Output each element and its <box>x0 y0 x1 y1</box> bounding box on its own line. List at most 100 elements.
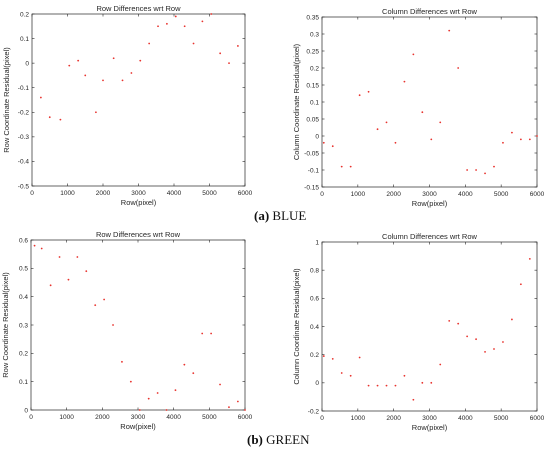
data-point <box>358 94 361 97</box>
x-tick-label: 3000 <box>422 191 437 198</box>
data-point <box>430 138 433 141</box>
chart-4: Column Differences wrt Row 0 1000 2000 3000 4… <box>292 232 545 432</box>
x-tick-label: 4000 <box>167 190 182 197</box>
data-point <box>68 64 71 67</box>
x-tick-label: 2000 <box>386 191 401 198</box>
data-point <box>358 356 361 359</box>
data-point <box>511 318 513 321</box>
data-point <box>536 135 538 137</box>
data-point <box>121 79 124 82</box>
data-point <box>148 42 151 45</box>
y-tick-label: 0.35 <box>306 14 319 21</box>
data-point <box>493 165 495 168</box>
data-point <box>349 165 352 168</box>
data-point <box>130 72 133 74</box>
x-tick-label: 3000 <box>422 415 437 422</box>
x-axis-label: Row(pixel) <box>412 423 448 432</box>
data-point <box>340 165 343 168</box>
data-point <box>493 348 495 350</box>
chart-3: Row Differences wrt Row 0 1000 2000 3000 4000… <box>1 230 253 431</box>
y-tick-label: 0.4 <box>310 324 319 331</box>
caption-blue: (a) BLUE <box>254 208 306 224</box>
data-point <box>39 96 42 99</box>
x-tick-label: 3000 <box>131 190 146 197</box>
y-tick-label: 0.1 <box>20 36 29 43</box>
data-point <box>475 169 477 171</box>
data-point <box>403 374 406 377</box>
x-tick-label: 5000 <box>202 414 217 421</box>
data-point <box>210 13 213 15</box>
data-point <box>331 145 334 148</box>
data-point <box>528 138 531 141</box>
y-axis-label: Row Coordinate Residual(pixel) <box>2 47 11 153</box>
data-point <box>192 42 195 45</box>
y-tick-label: 0.3 <box>19 322 28 329</box>
data-point <box>394 384 397 387</box>
data-point <box>376 128 379 131</box>
data-point <box>201 20 204 23</box>
data-point <box>174 389 177 392</box>
chart-title: Column Differences wrt Row <box>382 232 477 241</box>
data-point <box>457 322 460 325</box>
y-tick-label: -0.4 <box>18 159 30 166</box>
data-point <box>237 45 239 47</box>
data-point <box>519 283 522 286</box>
data-point <box>219 52 222 55</box>
y-tick-label: 0.25 <box>306 48 319 55</box>
data-point <box>157 25 159 28</box>
data-point <box>165 409 168 411</box>
y-tick-label: 0.5 <box>19 266 28 273</box>
x-axis-label: Row(pixel) <box>121 198 157 207</box>
caption-blue-letter: (a) <box>254 208 270 223</box>
data-point <box>201 332 204 335</box>
x-tick-label: 3000 <box>131 414 146 421</box>
y-tick-label: -0.5 <box>18 183 30 190</box>
y-tick-label: -0.15 <box>304 184 319 191</box>
x-tick-label: 6000 <box>530 191 545 198</box>
data-point <box>228 406 230 409</box>
y-tick-label: 0.2 <box>310 65 319 72</box>
data-point <box>519 138 522 141</box>
data-point <box>322 141 325 144</box>
y-tick-label: 0.2 <box>20 11 29 18</box>
caption-green: (b) GREEN <box>247 432 309 448</box>
data-point <box>40 247 43 250</box>
y-tick-label: -0.2 <box>18 110 30 117</box>
x-tick-label: 0 <box>320 191 324 198</box>
x-tick-label: 0 <box>30 190 34 197</box>
data-point <box>412 53 415 56</box>
data-point <box>528 258 531 260</box>
data-point <box>403 80 406 83</box>
x-tick-label: 2000 <box>96 190 111 197</box>
y-tick-label: 0.2 <box>310 352 319 359</box>
data-point <box>448 29 451 32</box>
y-tick-label: -0.05 <box>304 150 319 157</box>
data-point <box>156 392 159 394</box>
y-tick-label: 0 <box>315 133 319 140</box>
y-tick-label: 0 <box>24 407 28 414</box>
data-point <box>49 284 52 287</box>
y-tick-label: -0.1 <box>308 167 320 174</box>
data-point <box>236 400 239 403</box>
data-point <box>58 256 61 258</box>
data-point <box>475 338 477 341</box>
y-tick-label: 0.4 <box>19 294 28 301</box>
data-point <box>183 25 186 28</box>
data-point <box>85 270 88 273</box>
data-point <box>376 384 379 387</box>
data-point <box>138 409 141 411</box>
x-tick-label: 4000 <box>458 415 473 422</box>
plot-frame <box>321 241 538 412</box>
y-tick-label: 0.05 <box>306 116 319 123</box>
y-tick-label: 0.6 <box>19 237 28 244</box>
y-tick-label: -0.2 <box>308 408 320 415</box>
caption-green-text: GREEN <box>266 432 310 447</box>
data-point <box>192 372 195 375</box>
data-point <box>77 59 80 62</box>
x-tick-label: 2000 <box>386 415 401 422</box>
data-point <box>448 319 451 322</box>
y-tick-label: 0.1 <box>310 99 319 106</box>
data-point <box>112 57 115 60</box>
x-tick-label: 6000 <box>238 414 253 421</box>
